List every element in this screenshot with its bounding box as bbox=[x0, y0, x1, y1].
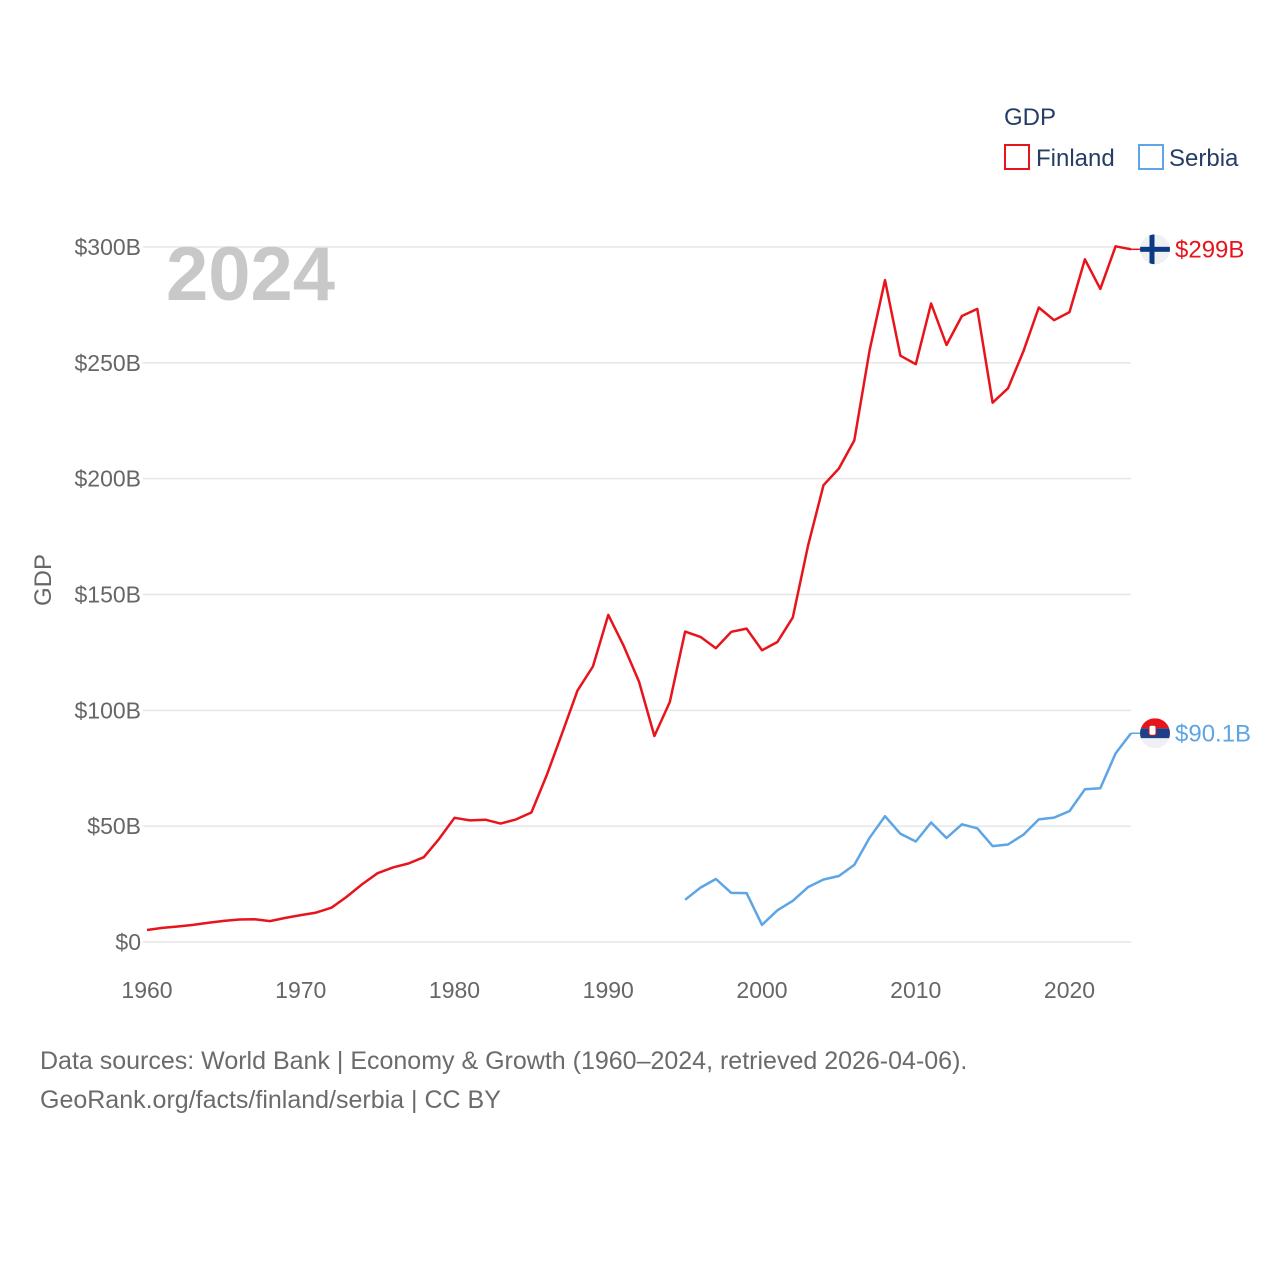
y-tick-label: $100B bbox=[74, 697, 141, 723]
source-url-text[interactable]: GeoRank.org/facts/finland/serbia | CC BY bbox=[40, 1086, 501, 1114]
y-tick-label: $200B bbox=[74, 466, 141, 492]
x-tick-label: 1990 bbox=[583, 977, 634, 1003]
series-line-finland[interactable] bbox=[146, 245, 1132, 932]
series-end-markers: $299B $90.1B bbox=[1131, 234, 1251, 749]
finland-flag-icon bbox=[1140, 234, 1170, 265]
y-tick-label: $150B bbox=[74, 582, 141, 608]
gdp-line-chart: $0 $50B $100B $150B $200B $250B $300B 1960 1970… bbox=[30, 104, 1251, 1003]
x-tick-label: 2010 bbox=[890, 977, 941, 1003]
grid-lines bbox=[143, 246, 1131, 943]
serbia-flag-icon bbox=[1140, 718, 1170, 749]
chart-title-year: 2024 bbox=[166, 232, 335, 317]
series-lines bbox=[146, 245, 1132, 932]
legend-label-serbia: Serbia bbox=[1169, 145, 1239, 172]
legend-item-finland[interactable]: Finland bbox=[1004, 144, 1115, 172]
y-tick-label: $0 bbox=[115, 929, 141, 955]
legend-label-finland: Finland bbox=[1036, 145, 1115, 172]
end-value-label-serbia: $90.1B bbox=[1175, 720, 1251, 747]
series-line-serbia[interactable] bbox=[684, 732, 1132, 927]
legend[interactable]: GDP Finland Serbia bbox=[1004, 104, 1239, 172]
x-tick-label: 1980 bbox=[429, 977, 480, 1003]
x-axis-ticks: 1960 1970 1980 1990 2000 2010 2020 bbox=[121, 977, 1095, 1003]
y-axis-ticks: $0 $50B $100B $150B $200B $250B $300B bbox=[74, 234, 141, 955]
legend-item-serbia[interactable]: Serbia bbox=[1138, 144, 1239, 172]
y-tick-label: $300B bbox=[74, 234, 141, 260]
data-sources-text: Data sources: World Bank | Economy & Gro… bbox=[40, 1047, 968, 1075]
x-tick-label: 2020 bbox=[1044, 977, 1095, 1003]
legend-swatch-serbia bbox=[1138, 144, 1164, 170]
legend-title: GDP bbox=[1004, 104, 1056, 131]
x-tick-label: 1960 bbox=[121, 977, 172, 1003]
x-tick-label: 2000 bbox=[736, 977, 787, 1003]
y-tick-label: $250B bbox=[74, 350, 141, 376]
end-value-label-finland: $299B bbox=[1175, 236, 1244, 263]
legend-swatch-finland bbox=[1004, 144, 1030, 170]
x-tick-label: 1970 bbox=[275, 977, 326, 1003]
y-axis-label: GDP bbox=[30, 554, 57, 606]
y-tick-label: $50B bbox=[87, 813, 141, 839]
chart-footer: Data sources: World Bank | Economy & Gro… bbox=[40, 1042, 967, 1120]
